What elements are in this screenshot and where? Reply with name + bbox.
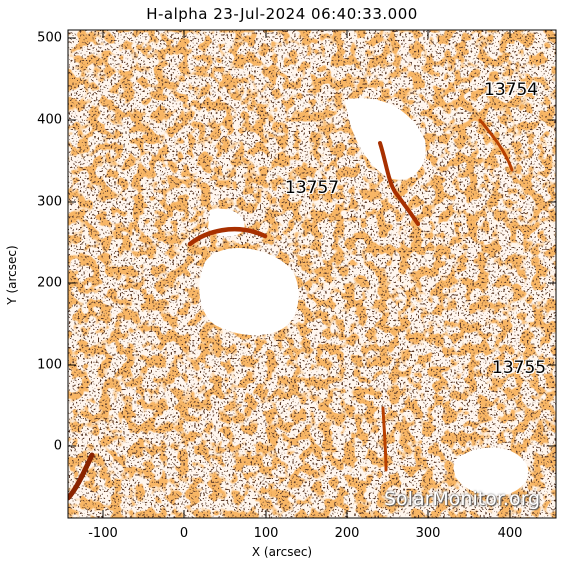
y-tick-label: 0 xyxy=(53,438,62,454)
x-tick-label: 400 xyxy=(497,526,523,541)
plot-title: H-alpha 23-Jul-2024 06:40:33.000 xyxy=(146,5,418,23)
x-tick-label: 300 xyxy=(415,526,441,541)
x-tick-label: 100 xyxy=(253,526,279,541)
plage-lower-right xyxy=(453,447,529,496)
y-tick-label: 400 xyxy=(37,112,62,128)
y-tick-marks xyxy=(68,37,556,447)
x-axis-label: X (arcsec) xyxy=(251,545,313,559)
region-label: 13754 xyxy=(484,80,539,100)
y-axis-label: Y (arcsec) xyxy=(5,245,19,305)
region-label: 13757 xyxy=(285,178,340,198)
filament-center xyxy=(187,227,268,247)
plot-frame xyxy=(67,29,557,519)
filament-upper xyxy=(378,141,420,226)
plage-center xyxy=(199,248,299,336)
region-label: 13755 xyxy=(492,358,547,378)
y-tick-label: 300 xyxy=(37,194,62,210)
y-tick-label: 500 xyxy=(37,30,62,46)
filament-upper-right xyxy=(478,118,514,172)
watermark: SolarMonitor.org xyxy=(384,488,541,510)
chromosphere-speckle xyxy=(68,30,556,518)
x-tick-label: 0 xyxy=(179,526,189,541)
x-tick-label: -100 xyxy=(88,526,118,541)
x-tick-label: 200 xyxy=(334,526,360,541)
x-tick-marks xyxy=(102,30,511,518)
y-tick-label: 100 xyxy=(37,357,62,373)
y-tick-label: 200 xyxy=(37,275,62,291)
filament-lower-left xyxy=(68,452,95,501)
plage-upper-right xyxy=(345,98,426,180)
filament-lower-center xyxy=(381,406,388,472)
